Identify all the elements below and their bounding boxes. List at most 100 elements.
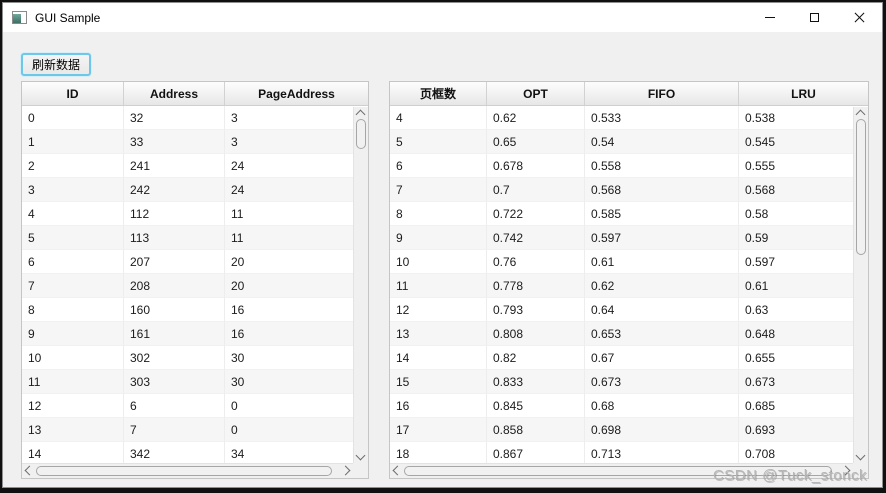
table-row[interactable]: 16 0.845 0.68 0.685 <box>390 394 868 418</box>
table-row[interactable]: 8 160 16 <box>22 298 368 322</box>
table-row[interactable]: 5 0.65 0.54 0.545 <box>390 130 868 154</box>
horizontal-scroll-thumb[interactable] <box>404 466 832 476</box>
table-row[interactable]: 10 0.76 0.61 0.597 <box>390 250 868 274</box>
table-header: ID Address PageAddress <box>22 82 368 106</box>
table-row[interactable]: 1 33 3 <box>22 130 368 154</box>
column-header[interactable]: PageAddress <box>258 86 335 101</box>
table-cell: 0.678 <box>487 154 585 178</box>
table-cell: 0.67 <box>585 346 739 370</box>
table-cell: 0.778 <box>487 274 585 298</box>
table-cell: 24 <box>225 178 368 202</box>
table-cell: 303 <box>124 370 225 394</box>
table-cell: 241 <box>124 154 225 178</box>
table-row[interactable]: 11 303 30 <box>22 370 368 394</box>
horizontal-scroll-thumb[interactable] <box>36 466 332 476</box>
table-cell: 0.538 <box>739 106 868 130</box>
table-cell: 0.76 <box>487 250 585 274</box>
table-row[interactable]: 6 207 20 <box>22 250 368 274</box>
table-cell: 12 <box>390 298 487 322</box>
watermark: CSDN @Tuck_stonck <box>712 467 867 484</box>
table-cell: 2 <box>22 154 124 178</box>
table-row[interactable]: 13 7 0 <box>22 418 368 442</box>
table-row[interactable]: 2 241 24 <box>22 154 368 178</box>
table-row[interactable]: 10 302 30 <box>22 346 368 370</box>
table-row[interactable]: 9 161 16 <box>22 322 368 346</box>
table-cell: 24 <box>225 154 368 178</box>
vertical-scroll-thumb[interactable] <box>356 119 366 149</box>
table-cell: 18 <box>390 442 487 463</box>
table-row[interactable]: 15 0.833 0.673 0.673 <box>390 370 868 394</box>
table-cell: 302 <box>124 346 225 370</box>
table-cell: 8 <box>22 298 124 322</box>
table-row[interactable]: 11 0.778 0.62 0.61 <box>390 274 868 298</box>
table-cell: 0.597 <box>739 250 868 274</box>
scroll-down-icon[interactable] <box>355 450 366 461</box>
horizontal-scrollbar[interactable] <box>22 463 353 478</box>
maximize-button[interactable] <box>792 3 837 32</box>
scroll-up-icon[interactable] <box>855 109 866 120</box>
table-cell: 0.708 <box>739 442 868 463</box>
table-row[interactable]: 8 0.722 0.585 0.58 <box>390 202 868 226</box>
horizontal-scrollbar[interactable] <box>390 463 853 478</box>
minimize-button[interactable] <box>747 3 792 32</box>
table-cell: 0.673 <box>585 370 739 394</box>
table-cell: 0.65 <box>487 130 585 154</box>
column-header[interactable]: Address <box>124 82 225 105</box>
table-cell: 160 <box>124 298 225 322</box>
address-trace-table: ID Address PageAddress 0 32 3 1 33 3 2 241 24 3 242 2… <box>21 81 369 479</box>
scroll-down-icon[interactable] <box>855 450 866 461</box>
table-row[interactable]: 7 208 20 <box>22 274 368 298</box>
table-row[interactable]: 3 242 24 <box>22 178 368 202</box>
table-cell: 16 <box>225 322 368 346</box>
table-cell: 0 <box>225 394 368 418</box>
table-row[interactable]: 14 342 34 <box>22 442 368 463</box>
table-cell: 0.58 <box>739 202 868 226</box>
table-header: 页框数 OPT FIFO LRU <box>390 82 868 106</box>
table-cell: 0 <box>225 418 368 442</box>
column-header[interactable]: OPT <box>487 82 585 105</box>
close-button[interactable] <box>837 3 882 32</box>
table-cell: 6 <box>22 250 124 274</box>
close-icon <box>854 12 865 23</box>
column-header[interactable]: LRU <box>791 86 816 101</box>
vertical-scrollbar[interactable] <box>853 107 868 463</box>
table-row[interactable]: 12 6 0 <box>22 394 368 418</box>
table-row[interactable]: 14 0.82 0.67 0.655 <box>390 346 868 370</box>
table-row[interactable]: 12 0.793 0.64 0.63 <box>390 298 868 322</box>
table-cell: 0.568 <box>739 178 868 202</box>
table-cell: 7 <box>390 178 487 202</box>
scroll-left-icon[interactable] <box>24 465 35 476</box>
column-header[interactable]: 页框数 <box>390 82 487 105</box>
table-row[interactable]: 0 32 3 <box>22 106 368 130</box>
table-cell: 0.845 <box>487 394 585 418</box>
table-cell: 11 <box>390 274 487 298</box>
scroll-right-icon[interactable] <box>340 465 351 476</box>
scrollbar-corner <box>353 463 368 478</box>
table-cell: 112 <box>124 202 225 226</box>
table-cell: 5 <box>390 130 487 154</box>
table-cell: 208 <box>124 274 225 298</box>
table-cell: 16 <box>225 298 368 322</box>
table-cell: 9 <box>22 322 124 346</box>
table-cell: 113 <box>124 226 225 250</box>
table-row[interactable]: 4 112 11 <box>22 202 368 226</box>
table-row[interactable]: 7 0.7 0.568 0.568 <box>390 178 868 202</box>
scroll-up-icon[interactable] <box>355 109 366 120</box>
refresh-data-button[interactable]: 刷新数据 <box>21 53 92 76</box>
column-header[interactable]: FIFO <box>585 82 739 105</box>
table-row[interactable]: 17 0.858 0.698 0.693 <box>390 418 868 442</box>
scroll-left-icon[interactable] <box>392 465 403 476</box>
vertical-scrollbar[interactable] <box>353 107 368 463</box>
table-cell: 10 <box>22 346 124 370</box>
table-row[interactable]: 4 0.62 0.533 0.538 <box>390 106 868 130</box>
table-row[interactable]: 18 0.867 0.713 0.708 <box>390 442 868 463</box>
app-icon <box>12 11 27 24</box>
vertical-scroll-thumb[interactable] <box>856 119 866 255</box>
table-cell: 32 <box>124 106 225 130</box>
column-header[interactable]: ID <box>22 82 124 105</box>
table-row[interactable]: 5 113 11 <box>22 226 368 250</box>
table-row[interactable]: 6 0.678 0.558 0.555 <box>390 154 868 178</box>
table-row[interactable]: 9 0.742 0.597 0.59 <box>390 226 868 250</box>
table-row[interactable]: 13 0.808 0.653 0.648 <box>390 322 868 346</box>
